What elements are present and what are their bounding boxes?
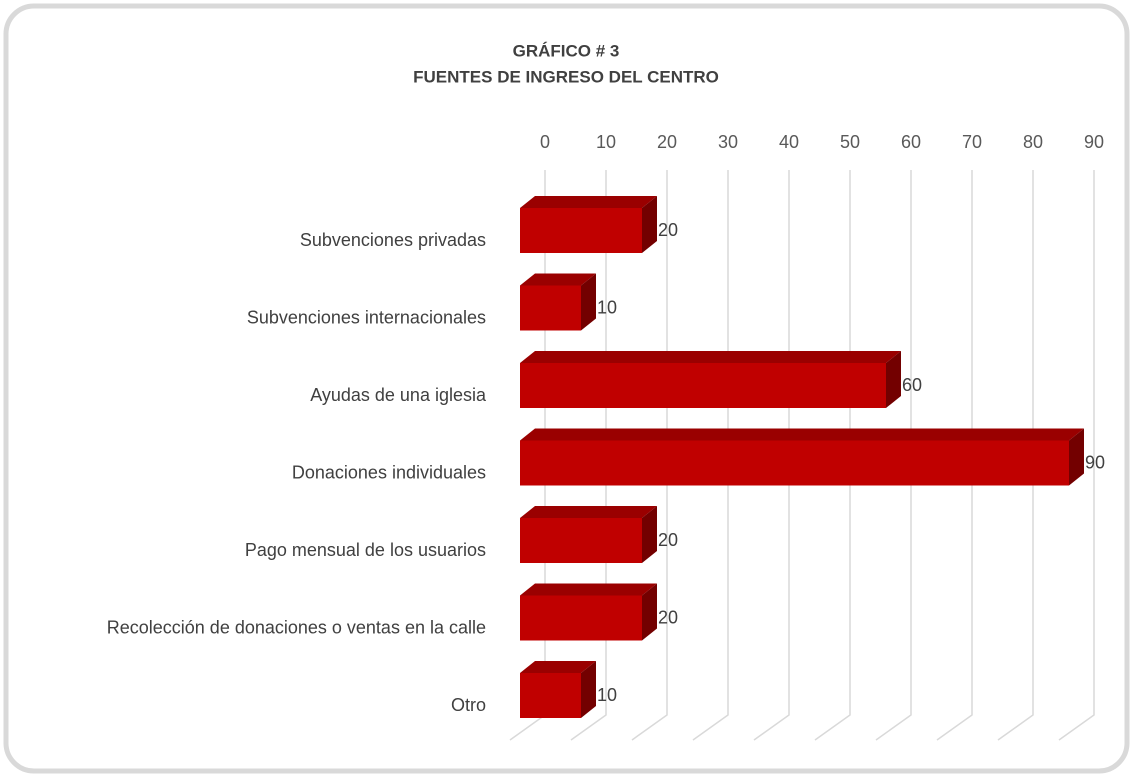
bar (520, 440, 1069, 486)
bar-side (642, 196, 657, 253)
bar (520, 595, 642, 641)
bar-side (581, 661, 596, 718)
x-tick-label: 10 (596, 132, 616, 152)
x-tick-label: 50 (840, 132, 860, 152)
value-label: 90 (1085, 452, 1105, 472)
value-label: 10 (597, 685, 617, 705)
x-tick-label: 70 (962, 132, 982, 152)
value-label: 20 (658, 530, 678, 550)
grid-line (1058, 170, 1095, 741)
value-label: 20 (658, 220, 678, 240)
y-tick-label: Ayudas de una iglesia (310, 385, 487, 405)
bar-side (642, 583, 657, 641)
bar (520, 208, 642, 253)
value-label: 20 (658, 607, 678, 627)
bar (520, 673, 581, 718)
bar-side (886, 351, 901, 408)
x-tick-label: 90 (1084, 132, 1104, 152)
x-tick-label: 80 (1023, 132, 1043, 152)
grid-line (936, 170, 973, 741)
grid-line (997, 170, 1034, 741)
value-label: 60 (902, 375, 922, 395)
y-tick-label: Subvenciones internacionales (247, 307, 486, 327)
bar (520, 285, 581, 331)
chart-title: GRÁFICO # 3 (513, 41, 620, 60)
bar-top (520, 273, 596, 286)
y-tick-label: Donaciones individuales (292, 462, 486, 482)
chart-subtitle: FUENTES DE INGRESO DEL CENTRO (413, 67, 719, 86)
bar (520, 518, 642, 563)
bar-top (520, 661, 596, 673)
x-tick-label: 40 (779, 132, 799, 152)
bar-top (520, 196, 657, 208)
bar-top (520, 583, 657, 596)
y-tick-label: Subvenciones privadas (300, 230, 486, 250)
value-label: 10 (597, 297, 617, 317)
bar (520, 363, 886, 408)
y-tick-label: Recolección de donaciones o ventas en la… (107, 617, 486, 637)
bar-side (581, 273, 596, 331)
x-tick-label: 20 (657, 132, 677, 152)
bar-top (520, 351, 901, 363)
y-tick-label: Pago mensual de los usuarios (245, 540, 486, 560)
x-tick-label: 0 (540, 132, 550, 152)
x-tick-label: 30 (718, 132, 738, 152)
bar-side (642, 506, 657, 563)
grid-line (875, 170, 912, 741)
bar-side (1069, 428, 1084, 486)
bar-top (520, 506, 657, 518)
bar-top (520, 428, 1084, 441)
x-tick-label: 60 (901, 132, 921, 152)
y-tick-label: Otro (451, 695, 486, 715)
